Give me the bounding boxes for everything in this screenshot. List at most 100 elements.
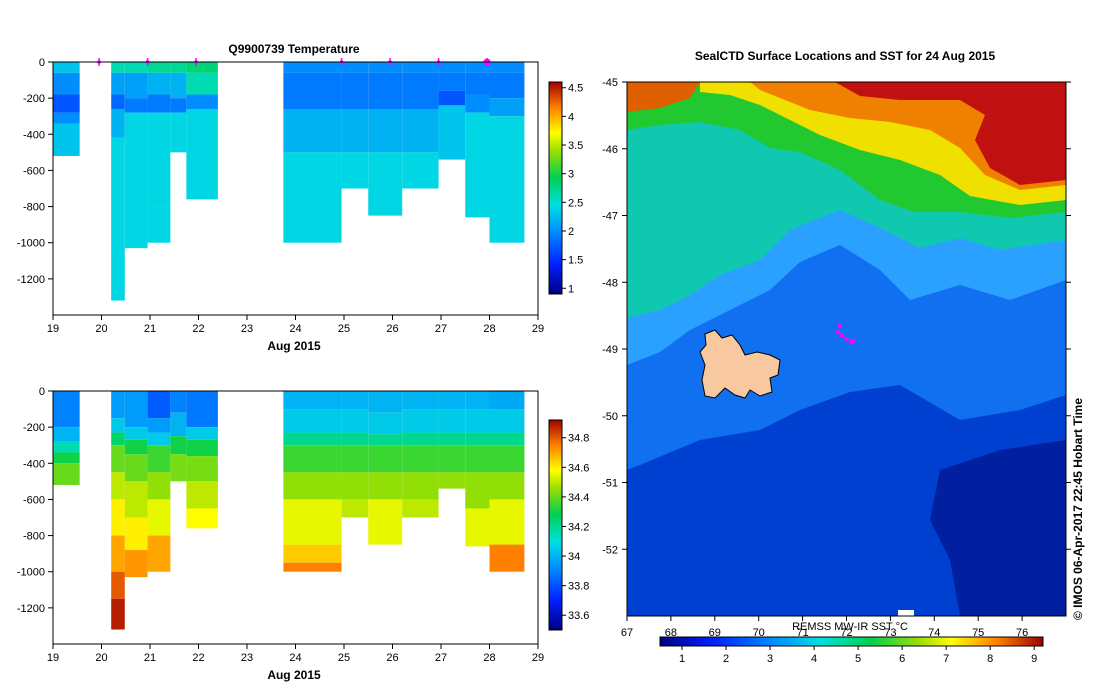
profile-cell bbox=[465, 445, 490, 473]
profile-cell bbox=[402, 391, 439, 410]
temperature-panel: Q9900739 Temperature 0 -200 -400 -600 -800 -1… bbox=[17, 42, 583, 353]
y-tick-label: -200 bbox=[23, 93, 45, 105]
profile-cell bbox=[438, 432, 466, 446]
profile-cell bbox=[368, 445, 403, 473]
profile-cell bbox=[438, 90, 466, 106]
y-tick-label: 0 bbox=[39, 386, 45, 398]
colorbar-tick-label: 4 bbox=[568, 111, 574, 123]
profile-cell bbox=[465, 62, 490, 73]
profile-cell bbox=[283, 544, 342, 563]
sst-colorbar-tick-label: 8 bbox=[987, 653, 993, 665]
profile-cell bbox=[186, 481, 218, 509]
profile-cell bbox=[368, 152, 403, 216]
profile-cell bbox=[147, 72, 171, 95]
y-tick-label: -200 bbox=[23, 422, 45, 434]
colorbar-tick-label: 34.6 bbox=[568, 462, 589, 474]
x-tick-label: 24 bbox=[289, 323, 301, 335]
x-tick-label: 19 bbox=[47, 652, 59, 664]
profile-cell bbox=[489, 62, 525, 73]
profile-cell bbox=[124, 72, 148, 99]
profile-cell bbox=[53, 452, 80, 464]
profile-cell bbox=[186, 108, 218, 200]
colorbar-tick-label: 33.8 bbox=[568, 581, 589, 593]
colorbar-tick-label: 3 bbox=[568, 169, 574, 181]
map-x-tick-label: 67 bbox=[621, 627, 633, 639]
sst-colorbar-tick-label: 3 bbox=[767, 653, 773, 665]
profile-cell bbox=[402, 152, 439, 189]
sst-colorbar-tick-label: 4 bbox=[811, 653, 817, 665]
profile-cell bbox=[170, 436, 187, 455]
map-y-tick-label: -47 bbox=[602, 211, 618, 223]
profile-cell bbox=[341, 472, 369, 500]
y-tick-label: 0 bbox=[39, 57, 45, 69]
sst-region-deep-se bbox=[930, 440, 1066, 616]
x-tick-label: 26 bbox=[386, 323, 398, 335]
sst-colorbar-tick-label: 2 bbox=[723, 653, 729, 665]
profile-cell bbox=[147, 62, 171, 73]
profile-cell bbox=[438, 391, 466, 410]
profile-cell bbox=[111, 418, 125, 433]
sst-colorbar-tick-label: 5 bbox=[855, 653, 861, 665]
profile-cell bbox=[124, 98, 148, 113]
profile-cell bbox=[53, 123, 80, 156]
profile-cell bbox=[438, 445, 466, 473]
profile-cell bbox=[111, 137, 125, 301]
profile-cell bbox=[170, 412, 187, 437]
profile-cell bbox=[402, 445, 439, 473]
profile-cell bbox=[465, 112, 490, 218]
profile-cell bbox=[465, 472, 490, 509]
profile-cell bbox=[111, 499, 125, 536]
sst-colorbar-tick-label: 6 bbox=[899, 653, 905, 665]
profile-cell bbox=[124, 439, 148, 455]
profile-cell bbox=[111, 108, 125, 138]
profile-cell bbox=[368, 72, 403, 109]
colorbar-tick-label: 1 bbox=[568, 283, 574, 295]
profile-cell bbox=[283, 391, 342, 410]
profile-cell bbox=[283, 108, 342, 153]
profile-cell bbox=[170, 391, 187, 413]
profile-cell bbox=[147, 432, 171, 446]
profile-cell bbox=[186, 72, 218, 95]
profile-cell bbox=[186, 94, 218, 109]
sst-colorbar-label: REMSS MW-IR SST °C bbox=[792, 621, 908, 633]
profile-cell bbox=[489, 432, 525, 446]
profile-cell bbox=[283, 152, 342, 243]
y-tick-label: -600 bbox=[23, 494, 45, 506]
y-tick-label: -1200 bbox=[17, 274, 45, 286]
x-tick-label: 22 bbox=[192, 652, 204, 664]
sst-colorbar-tick-label: 9 bbox=[1031, 653, 1037, 665]
profile-cell bbox=[147, 206, 171, 243]
temperature-x-axis: 19 20 21 22 23 24 25 26 27 28 29 bbox=[47, 315, 544, 335]
profile-cell bbox=[147, 499, 171, 536]
profile-cell bbox=[53, 441, 80, 453]
sst-colorbar-ticks: 1 2 3 4 5 6 7 8 9 bbox=[679, 646, 1037, 665]
salinity-cells bbox=[53, 391, 525, 630]
sst-map-title: SealCTD Surface Locations and SST for 24… bbox=[695, 49, 996, 63]
map-y-tick-label: -45 bbox=[602, 77, 618, 89]
profile-cell bbox=[147, 94, 171, 113]
sst-field bbox=[627, 82, 1066, 616]
profile-cell bbox=[489, 116, 525, 243]
colorbar-tick-label: 33.6 bbox=[568, 610, 589, 622]
profile-cell bbox=[186, 508, 218, 529]
profile-cell bbox=[341, 499, 369, 518]
profile-cell bbox=[402, 409, 439, 433]
x-tick-label: 23 bbox=[241, 652, 253, 664]
profile-cell bbox=[402, 472, 439, 500]
x-tick-label: 19 bbox=[47, 323, 59, 335]
sst-map-x-axis: 67 68 69 70 71 72 73 74 75 76 bbox=[621, 616, 1028, 639]
colorbar-tick-label: 2 bbox=[568, 226, 574, 238]
x-tick-label: 28 bbox=[483, 652, 495, 664]
x-tick-label: 27 bbox=[435, 652, 447, 664]
profile-cell bbox=[111, 571, 125, 599]
kerguelen-island bbox=[699, 329, 781, 399]
profile-cell bbox=[341, 72, 369, 109]
profile-cell bbox=[124, 427, 148, 440]
profile-cell bbox=[111, 94, 125, 109]
profile-cell bbox=[186, 391, 218, 428]
profile-cell bbox=[124, 62, 148, 73]
sst-region-red bbox=[835, 82, 1066, 185]
profile-cell bbox=[341, 108, 369, 153]
profile-cell bbox=[283, 499, 342, 545]
map-y-tick-label: -48 bbox=[602, 277, 618, 289]
